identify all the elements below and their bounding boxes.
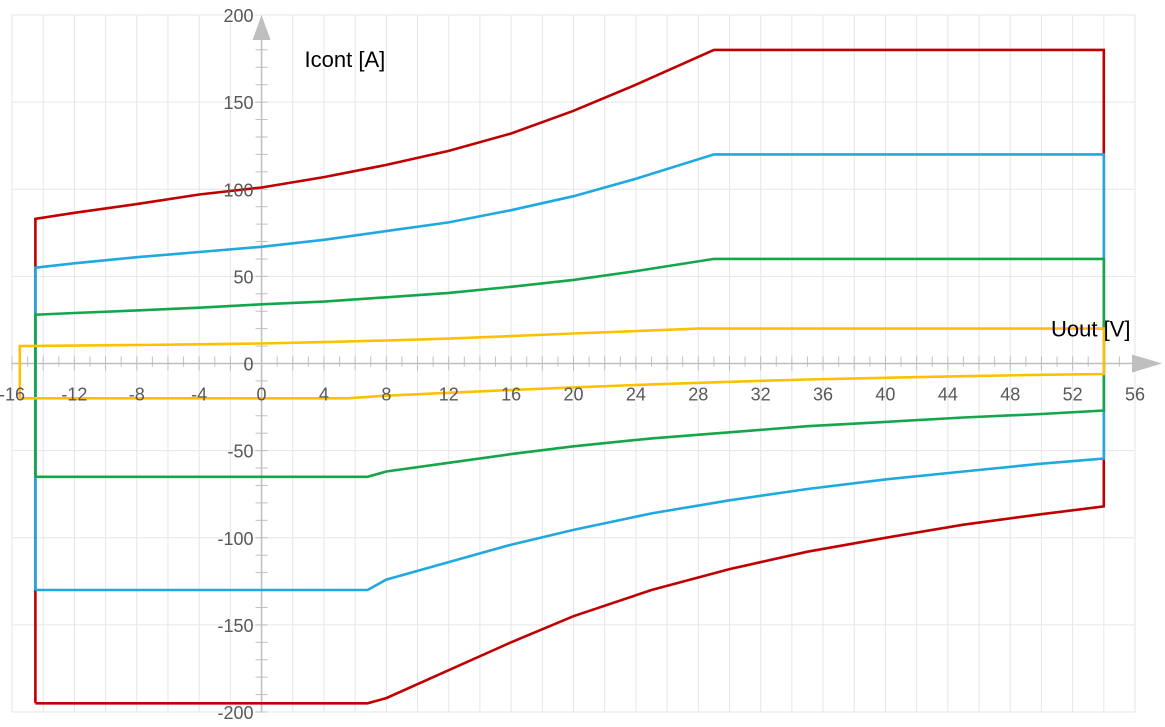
x-tick-label: 4 — [319, 385, 329, 405]
x-tick-label: -16 — [0, 385, 25, 405]
x-tick-label: 32 — [751, 385, 771, 405]
y-tick-label: 0 — [244, 355, 254, 375]
x-axis-arrow-icon — [1132, 354, 1162, 373]
series-group — [18, 48, 1106, 705]
y-tick-label: -100 — [218, 529, 254, 549]
x-tick-label: 52 — [1063, 385, 1083, 405]
y-tick-label: 150 — [224, 93, 254, 113]
x-tick-label: -4 — [191, 385, 207, 405]
x-tick-label: 16 — [501, 385, 521, 405]
x-tick-label: 40 — [875, 385, 895, 405]
x-tick-label: -8 — [129, 385, 145, 405]
x-tick-label: 12 — [439, 385, 459, 405]
y-tick-label: -150 — [218, 616, 254, 636]
x-tick-label: 36 — [813, 385, 833, 405]
y-axis-arrow-icon — [252, 15, 271, 40]
series-line-3 — [34, 257, 1106, 479]
y-tick-label: -200 — [218, 703, 254, 722]
y-axis-title: Icont [A] — [305, 47, 386, 72]
x-tick-label: 20 — [563, 385, 583, 405]
x-tick-label: 8 — [381, 385, 391, 405]
x-tick-label: 44 — [938, 385, 958, 405]
x-tick-label: 0 — [257, 385, 267, 405]
axes — [11, 15, 1162, 713]
x-tick-label: 28 — [688, 385, 708, 405]
x-tick-label: 24 — [626, 385, 646, 405]
x-tick-label: -12 — [61, 385, 87, 405]
series-line-4 — [18, 327, 1106, 400]
series-line-1 — [34, 48, 1106, 705]
x-tick-label: 56 — [1125, 385, 1145, 405]
tick-labels: -16 -12 -8 -4 0 4 8 12 16 20 24 28 32 36 40 44 48 52 56-20… — [0, 6, 1145, 723]
x-tick-label: 48 — [1000, 385, 1020, 405]
x-axis-title: Uout [V] — [1051, 317, 1130, 342]
y-tick-label: 100 — [224, 180, 254, 200]
y-tick-label: -50 — [228, 442, 254, 462]
y-tick-label: 50 — [234, 267, 254, 287]
axis-titles: Icont [A] Uout [V] — [305, 47, 1131, 342]
y-tick-label: 200 — [224, 6, 254, 26]
series-line-2 — [34, 153, 1106, 592]
